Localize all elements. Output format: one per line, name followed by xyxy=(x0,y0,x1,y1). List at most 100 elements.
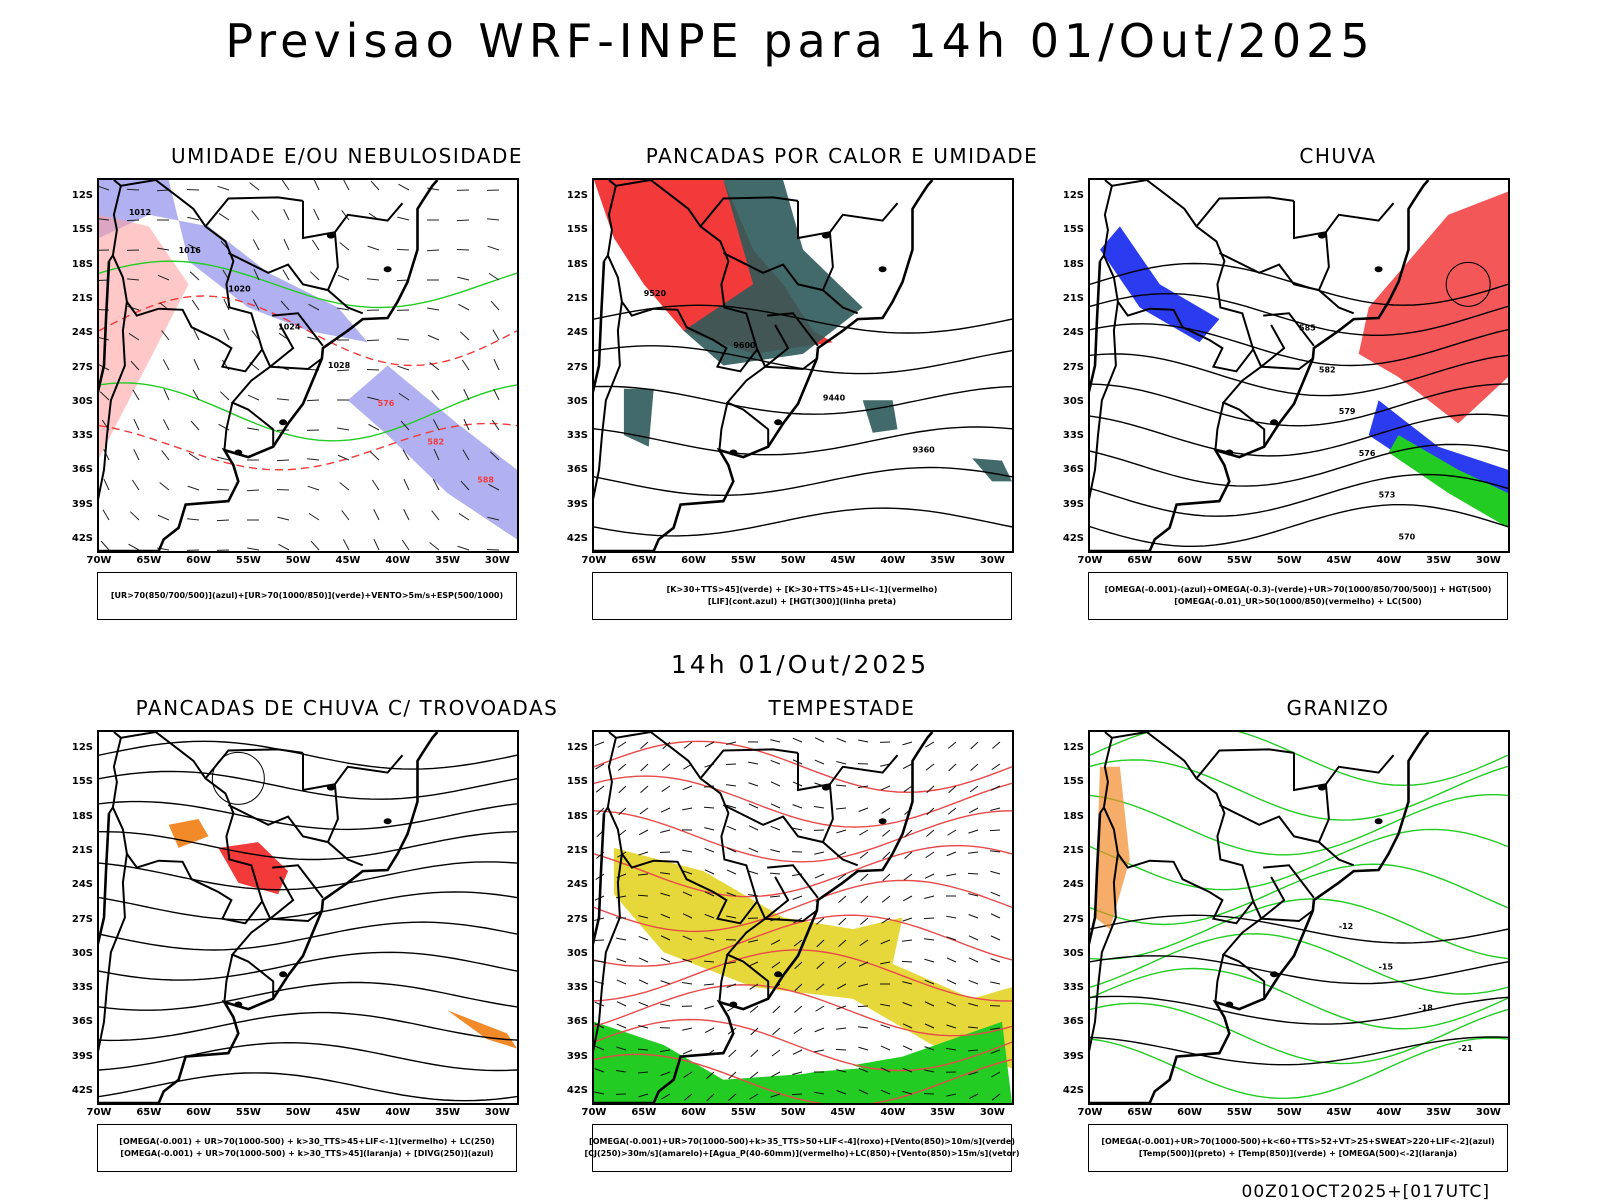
wind-vector xyxy=(458,546,469,550)
lat-tick-label: 15S xyxy=(63,776,93,787)
wind-vector xyxy=(398,366,409,370)
wind-vector xyxy=(858,1047,868,1050)
omega500-area xyxy=(1095,767,1130,929)
wind-vector xyxy=(904,874,912,880)
lat-tick-label: 12S xyxy=(1054,742,1084,753)
border-line xyxy=(1319,232,1329,290)
legend-line: [LIF](cont.azul) + [HGT(300)](linha pret… xyxy=(708,596,896,608)
lat-tick-label: 21S xyxy=(558,293,588,304)
lon-tick-label: 40W xyxy=(873,1107,913,1118)
wind-vector xyxy=(968,852,978,853)
humidity-lower-area xyxy=(99,215,189,458)
panel-legend: [UR>70(850/700/500)](azul)+[UR>70(1000/8… xyxy=(97,572,517,620)
wind-vector xyxy=(103,510,109,520)
wind-vector xyxy=(284,239,289,250)
lat-tick-label: 30S xyxy=(63,396,93,407)
wind-vector xyxy=(340,482,349,490)
height-contour xyxy=(594,508,1012,536)
wind-vector xyxy=(639,980,648,984)
wind-vector xyxy=(128,544,139,550)
lake-mark xyxy=(1318,233,1326,239)
panel-title: UMIDADE E/OU NEBULOSIDADE xyxy=(97,144,597,168)
wind-vector xyxy=(374,509,379,520)
wind-vector xyxy=(311,541,319,550)
lake-mark xyxy=(822,233,830,239)
wind-vector xyxy=(617,1002,626,1006)
map-frame[interactable]: -12-15-18-21 xyxy=(1088,730,1510,1105)
wind-vector xyxy=(881,786,890,790)
wind-vector xyxy=(639,830,648,835)
wind-vector xyxy=(338,275,349,280)
wind-vector xyxy=(991,936,1000,940)
wind-vector xyxy=(794,1006,802,1012)
wind-vector xyxy=(704,1006,714,1009)
wind-vector xyxy=(858,1006,868,1007)
wind-vector xyxy=(990,830,1000,831)
map-frame[interactable] xyxy=(592,730,1014,1105)
border-line xyxy=(224,403,232,451)
contour-label: -18 xyxy=(1418,1003,1433,1012)
lon-tick-label: 40W xyxy=(1369,555,1409,566)
wind-vector xyxy=(794,1028,802,1034)
lat-tick-label: 18S xyxy=(1054,811,1084,822)
lat-tick-label: 42S xyxy=(1054,1085,1084,1096)
map-canvas: -12-15-18-21 xyxy=(1090,732,1508,1103)
wind-vector xyxy=(594,940,604,941)
wind-vector xyxy=(641,764,648,771)
wind-vector xyxy=(457,249,469,250)
border-line xyxy=(99,854,127,1103)
wind-vector xyxy=(163,419,169,430)
lat-tick-label: 24S xyxy=(1054,879,1084,890)
lon-tick-label: 30W xyxy=(972,1107,1012,1118)
lake-mark xyxy=(879,818,887,824)
border-line xyxy=(1294,753,1394,790)
wind-vector xyxy=(371,181,379,190)
temp850-contour xyxy=(1090,732,1508,785)
wind-vector xyxy=(430,543,439,550)
map-frame[interactable] xyxy=(97,730,519,1105)
wind-vector xyxy=(947,958,956,962)
lat-tick-label: 33S xyxy=(63,430,93,441)
wind-vector xyxy=(187,519,199,520)
lake-mark xyxy=(1270,971,1278,977)
wind-vector xyxy=(815,1006,824,1011)
border-line xyxy=(798,201,898,238)
lat-tick-label: 36S xyxy=(1054,464,1084,475)
wind-vector xyxy=(617,959,626,962)
wind-vector xyxy=(925,874,934,878)
wind-vector xyxy=(969,980,978,984)
wind-vector xyxy=(859,830,868,835)
wind-vector xyxy=(127,220,139,221)
wind-vector xyxy=(190,272,199,280)
lake-mark xyxy=(822,785,830,791)
lat-tick-label: 21S xyxy=(63,293,93,304)
wind-vector xyxy=(970,786,978,792)
lon-tick-label: 40W xyxy=(1369,1107,1409,1118)
lon-tick-label: 55W xyxy=(228,1107,268,1118)
wind-vector xyxy=(771,804,780,808)
streamline xyxy=(1090,505,1508,547)
lat-tick-label: 12S xyxy=(558,742,588,753)
wind-vector xyxy=(217,520,229,521)
main-title: Previsao WRF-INPE para 14h 01/Out/2025 xyxy=(0,14,1600,68)
wind-vector xyxy=(705,1028,714,1033)
wind-vector xyxy=(639,936,648,940)
contour-label: 576 xyxy=(378,399,395,408)
lat-tick-label: 39S xyxy=(1054,499,1084,510)
border-line xyxy=(232,349,273,446)
lon-tick-label: 70W xyxy=(1070,555,1110,566)
lake-mark xyxy=(384,818,392,824)
wind-vector xyxy=(619,786,626,793)
temp500-contour xyxy=(1090,1037,1508,1065)
wind-vector xyxy=(947,980,956,984)
wind-vector xyxy=(494,359,499,370)
wind-vector xyxy=(990,982,1000,984)
lat-tick-label: 42S xyxy=(558,1085,588,1096)
legend-line: [OMEGA(-0.001)+UR>70(1000-500)+k<60+TTS>… xyxy=(1101,1136,1494,1148)
wind-vector xyxy=(342,510,349,520)
streamline xyxy=(99,741,517,769)
wind-vector xyxy=(990,808,1000,811)
